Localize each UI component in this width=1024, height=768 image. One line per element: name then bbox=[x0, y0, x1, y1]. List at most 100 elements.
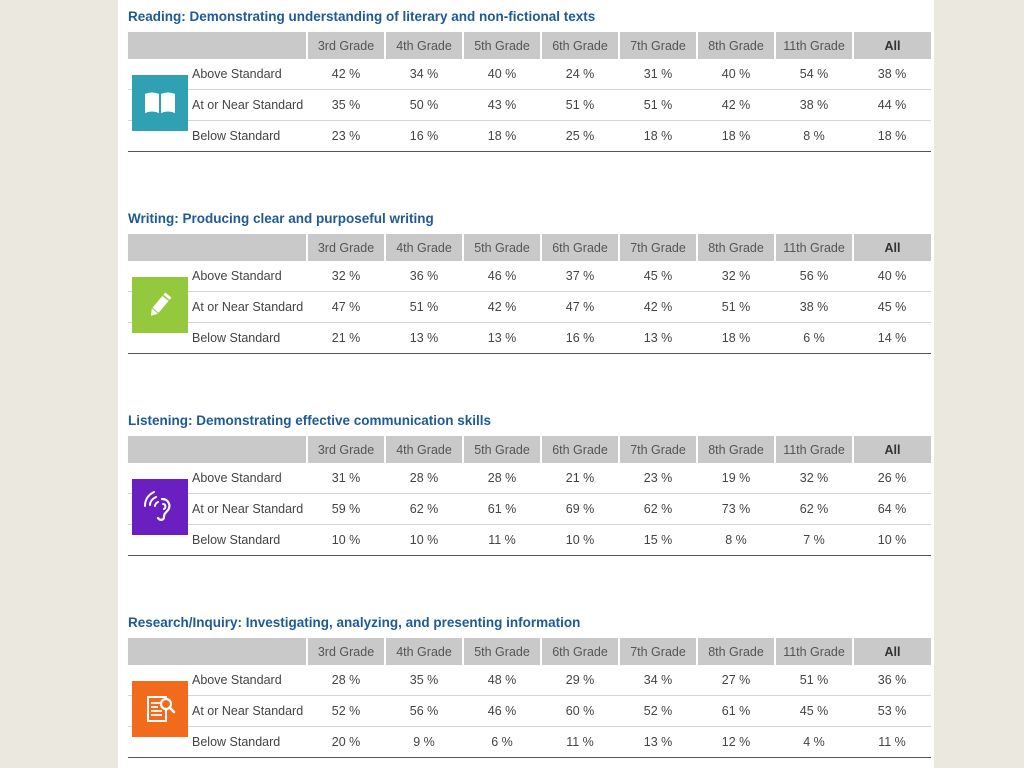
cell: 48 % bbox=[463, 665, 541, 696]
cell: 25 % bbox=[541, 120, 619, 152]
cell: 52 % bbox=[307, 695, 385, 727]
header-grade-7: 7th Grade bbox=[619, 234, 698, 261]
header-grade-3: 3rd Grade bbox=[307, 638, 386, 665]
row-label: Above Standard bbox=[192, 269, 282, 283]
section-title: Writing: Producing clear and purposeful … bbox=[128, 211, 434, 226]
header-grade-3: 3rd Grade bbox=[307, 32, 386, 59]
row-label: At or Near Standard bbox=[192, 502, 304, 516]
cell: 6 % bbox=[775, 322, 853, 354]
cell: 34 % bbox=[619, 665, 697, 696]
cell: 46 % bbox=[463, 695, 541, 727]
cell: 6 % bbox=[463, 726, 541, 758]
row-label: At or Near Standard bbox=[192, 98, 304, 112]
cell: 9 % bbox=[385, 726, 463, 758]
cell: 61 % bbox=[697, 695, 775, 727]
header-grade-6: 6th Grade bbox=[541, 234, 620, 261]
header-all: All bbox=[853, 234, 931, 261]
cell: 18 % bbox=[853, 120, 931, 152]
cell: 54 % bbox=[775, 59, 853, 90]
header-grade-7: 7th Grade bbox=[619, 436, 698, 463]
pencil-icon bbox=[132, 277, 188, 333]
header-grade-3: 3rd Grade bbox=[307, 436, 386, 463]
table-row: At or Near Standard 52 % 56 % 46 % 60 % … bbox=[128, 695, 931, 727]
reading-section: Reading: Demonstrating understanding of … bbox=[128, 2, 931, 152]
cell: 62 % bbox=[619, 493, 697, 525]
cell: 42 % bbox=[697, 89, 775, 121]
cell: 56 % bbox=[385, 695, 463, 727]
cell: 15 % bbox=[619, 524, 697, 556]
results-table: 3rd Grade 4th Grade 5th Grade 6th Grade … bbox=[128, 638, 931, 758]
cell: 11 % bbox=[463, 524, 541, 556]
cell: 36 % bbox=[853, 665, 931, 696]
header-grade-4: 4th Grade bbox=[385, 638, 464, 665]
cell: 11 % bbox=[853, 726, 931, 758]
research-section: Research/Inquiry: Investigating, analyzi… bbox=[128, 608, 931, 758]
cell: 8 % bbox=[775, 120, 853, 152]
cell: 27 % bbox=[697, 665, 775, 696]
cell: 38 % bbox=[775, 89, 853, 121]
cell: 40 % bbox=[853, 261, 931, 292]
table-row: Below Standard 21 % 13 % 13 % 16 % 13 % … bbox=[128, 322, 931, 354]
cell: 52 % bbox=[619, 695, 697, 727]
document-search-icon bbox=[132, 681, 188, 737]
cell: 13 % bbox=[619, 322, 697, 354]
writing-section: Writing: Producing clear and purposeful … bbox=[128, 204, 931, 354]
cell: 10 % bbox=[541, 524, 619, 556]
table-row: Above Standard 28 % 35 % 48 % 29 % 34 % … bbox=[128, 665, 931, 696]
header-grade-5: 5th Grade bbox=[463, 234, 542, 261]
table-row: Above Standard 32 % 36 % 46 % 37 % 45 % … bbox=[128, 261, 931, 292]
cell: 14 % bbox=[853, 322, 931, 354]
cell: 28 % bbox=[307, 665, 385, 696]
cell: 34 % bbox=[385, 59, 463, 90]
table-row: At or Near Standard 59 % 62 % 61 % 69 % … bbox=[128, 493, 931, 525]
cell: 51 % bbox=[775, 665, 853, 696]
ear-icon bbox=[132, 479, 188, 535]
header-grade-6: 6th Grade bbox=[541, 638, 620, 665]
row-label: Above Standard bbox=[192, 471, 282, 485]
header-grade-8: 8th Grade bbox=[697, 234, 776, 261]
header-grade-8: 8th Grade bbox=[697, 638, 776, 665]
header-all: All bbox=[853, 638, 931, 665]
cell: 36 % bbox=[385, 261, 463, 292]
header-grade-11: 11th Grade bbox=[775, 234, 854, 261]
cell: 62 % bbox=[385, 493, 463, 525]
results-table: 3rd Grade 4th Grade 5th Grade 6th Grade … bbox=[128, 32, 931, 152]
cell: 32 % bbox=[307, 261, 385, 292]
cell: 29 % bbox=[541, 665, 619, 696]
header-grade-4: 4th Grade bbox=[385, 234, 464, 261]
cell: 18 % bbox=[619, 120, 697, 152]
row-label: Below Standard bbox=[192, 129, 281, 143]
cell: 28 % bbox=[385, 463, 463, 494]
cell: 21 % bbox=[307, 322, 385, 354]
results-table: 3rd Grade 4th Grade 5th Grade 6th Grade … bbox=[128, 436, 931, 556]
cell: 47 % bbox=[541, 291, 619, 323]
report-page: Reading: Demonstrating understanding of … bbox=[118, 0, 934, 768]
header-grade-11: 11th Grade bbox=[775, 638, 854, 665]
listening-section: Listening: Demonstrating effective commu… bbox=[128, 406, 931, 556]
table-row: At or Near Standard 35 % 50 % 43 % 51 % … bbox=[128, 89, 931, 121]
cell: 62 % bbox=[775, 493, 853, 525]
header-row: 3rd Grade 4th Grade 5th Grade 6th Grade … bbox=[128, 638, 931, 665]
cell: 59 % bbox=[307, 493, 385, 525]
cell: 16 % bbox=[385, 120, 463, 152]
book-icon bbox=[132, 75, 188, 131]
cell: 61 % bbox=[463, 493, 541, 525]
cell: 60 % bbox=[541, 695, 619, 727]
section-title: Reading: Demonstrating understanding of … bbox=[128, 9, 596, 24]
header-grade-8: 8th Grade bbox=[697, 32, 776, 59]
header-row: 3rd Grade 4th Grade 5th Grade 6th Grade … bbox=[128, 436, 931, 463]
cell: 18 % bbox=[463, 120, 541, 152]
cell: 8 % bbox=[697, 524, 775, 556]
header-all: All bbox=[853, 32, 931, 59]
header-row: 3rd Grade 4th Grade 5th Grade 6th Grade … bbox=[128, 32, 931, 59]
cell: 51 % bbox=[541, 89, 619, 121]
cell: 35 % bbox=[307, 89, 385, 121]
header-blank bbox=[128, 32, 308, 59]
header-blank bbox=[128, 234, 308, 261]
cell: 18 % bbox=[697, 120, 775, 152]
cell: 51 % bbox=[385, 291, 463, 323]
cell: 56 % bbox=[775, 261, 853, 292]
header-all: All bbox=[853, 436, 931, 463]
cell: 53 % bbox=[853, 695, 931, 727]
header-grade-3: 3rd Grade bbox=[307, 234, 386, 261]
